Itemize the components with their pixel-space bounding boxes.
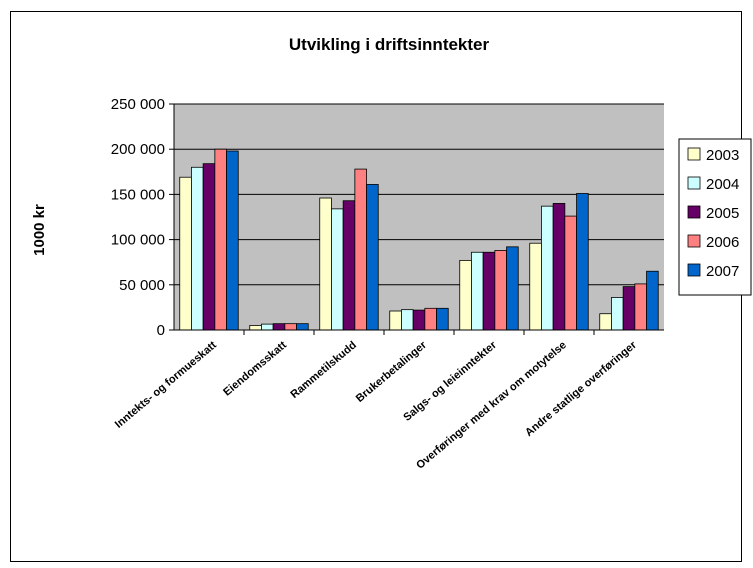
bar-2003-3: [319, 197, 332, 331]
x-category-label: Eiendomsskatt: [221, 339, 289, 399]
bar-2007-5: [506, 246, 519, 331]
bar-2005-6: [552, 203, 566, 331]
bar-2004-1: [191, 166, 204, 331]
bar-2003-4: [389, 310, 402, 331]
legend: 2003 2004 2005 2006 2007: [678, 138, 752, 296]
legend-swatch-2003: [687, 147, 701, 161]
axes: [169, 103, 664, 335]
y-tick-labels: 0 50 000 100 000 150 000 200 000 250 000: [111, 96, 165, 339]
bar-2004-3: [331, 208, 344, 331]
bar-2007-2: [296, 323, 309, 331]
bar-2005-1: [202, 163, 216, 331]
bar-2007-6: [576, 193, 589, 331]
bar-2005-7: [622, 286, 636, 331]
legend-swatch-2005: [687, 205, 701, 219]
bar-2006-2: [284, 323, 297, 331]
bar-2004-4: [401, 309, 414, 331]
legend-swatch-2004: [687, 176, 701, 190]
legend-label-2006: 2006: [706, 234, 739, 251]
legend-label-2007: 2007: [706, 263, 739, 280]
legend-label-2004: 2004: [706, 176, 739, 193]
bar-2003-1: [179, 176, 192, 331]
y-tick-label: 100 000: [111, 232, 165, 249]
x-category-label: Inntekts- og formueskatt: [113, 339, 219, 431]
bar-2004-2: [261, 323, 274, 331]
bar-2006-7: [634, 283, 647, 331]
plot-area: [174, 104, 664, 330]
bar-2003-5: [459, 259, 472, 331]
bar-2003-7: [599, 313, 612, 331]
x-category-label: Brukerbetalinger: [354, 339, 430, 405]
bar-2005-4: [412, 309, 426, 331]
legend-swatch-2007: [687, 263, 701, 277]
chart-title: Utvikling i driftsinntekter: [289, 35, 490, 54]
legend-swatch-2006: [687, 234, 701, 248]
x-category-labels: Inntekts- og formueskatt Eiendomsskatt Ram…: [113, 339, 640, 472]
bar-2004-5: [471, 251, 484, 331]
x-category-label: Overføringer med krav om motytelse: [414, 339, 569, 472]
bar-2007-7: [646, 270, 659, 331]
bar-2003-2: [249, 325, 262, 331]
legend-label-2003: 2003: [706, 147, 739, 164]
bar-2006-3: [354, 168, 367, 331]
legend-label-2005: 2005: [706, 205, 739, 222]
bar-2005-5: [482, 251, 496, 331]
bar-2007-3: [366, 184, 379, 331]
y-tick-label: 250 000: [111, 96, 165, 113]
x-category-label: Andre statlige overføringer: [523, 339, 639, 439]
y-tick-label: 200 000: [111, 141, 165, 158]
bar-2004-6: [541, 205, 554, 331]
y-axis-label: 1000 kr: [31, 204, 48, 256]
y-tick-label: 150 000: [111, 186, 165, 203]
x-category-label: Rammetilskudd: [288, 339, 358, 401]
bar-2006-5: [494, 250, 507, 331]
bar-2007-1: [226, 150, 239, 331]
bar-2006-4: [424, 307, 437, 331]
bar-2006-1: [214, 148, 227, 331]
bar-2005-3: [342, 200, 356, 331]
bar-2004-7: [611, 297, 624, 331]
y-tick-label: 0: [157, 322, 165, 339]
y-tick-label: 50 000: [119, 277, 165, 294]
bar-2006-6: [564, 215, 577, 331]
bar-2003-6: [529, 242, 542, 331]
bar-2005-2: [272, 323, 286, 331]
bar-2007-4: [436, 307, 449, 331]
